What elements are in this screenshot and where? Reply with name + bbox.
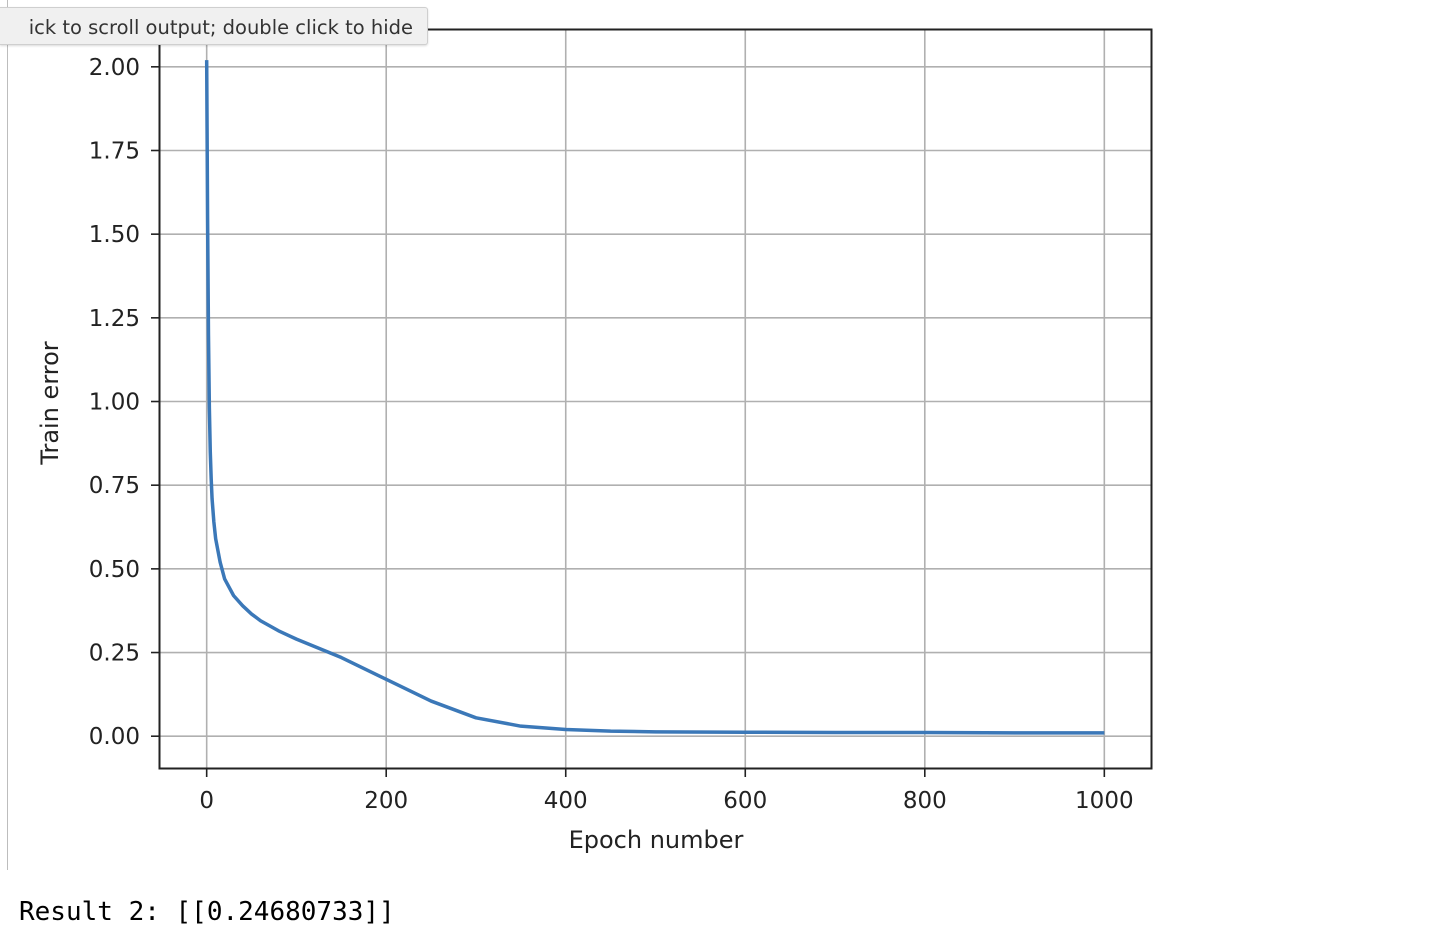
y-tick-label: 2.00 <box>89 55 140 81</box>
y-tick-label: 1.00 <box>89 390 140 416</box>
y-tick-label: 1.25 <box>89 306 140 332</box>
y-tick-label: 0.25 <box>89 641 140 667</box>
y-tick-label: 0.50 <box>89 557 140 583</box>
y-tick-label: 1.75 <box>89 138 140 164</box>
x-axis-label: Epoch number <box>569 826 744 854</box>
ticks: 0 200 400 600 800 1000 0.00 0.25 0.50 0.75 1.00 1.2… <box>89 55 1134 814</box>
x-tick-label: 1000 <box>1075 788 1134 814</box>
tooltip-text: ick to scroll output; double click to hi… <box>28 16 413 39</box>
output-scroll-border[interactable] <box>7 0 8 870</box>
y-tick-label: 0.00 <box>89 724 140 750</box>
x-tick-label: 200 <box>364 788 408 814</box>
result-output-text: Result 2: [[0.24680733]] <box>19 897 395 927</box>
x-tick-label: 800 <box>903 788 947 814</box>
grid-lines <box>160 30 1151 768</box>
y-tick-label: 1.50 <box>89 222 140 248</box>
x-tick-label: 0 <box>199 788 214 814</box>
train-error-line <box>204 60 1105 735</box>
x-tick-label: 400 <box>544 788 588 814</box>
x-tick-label: 600 <box>723 788 767 814</box>
axes-frame <box>158 28 1153 770</box>
y-tick-label: 0.75 <box>89 473 140 499</box>
y-axis-label: Train error <box>36 341 64 465</box>
output-tooltip: ick to scroll output; double click to hi… <box>0 7 428 45</box>
series-layer <box>204 60 1105 735</box>
